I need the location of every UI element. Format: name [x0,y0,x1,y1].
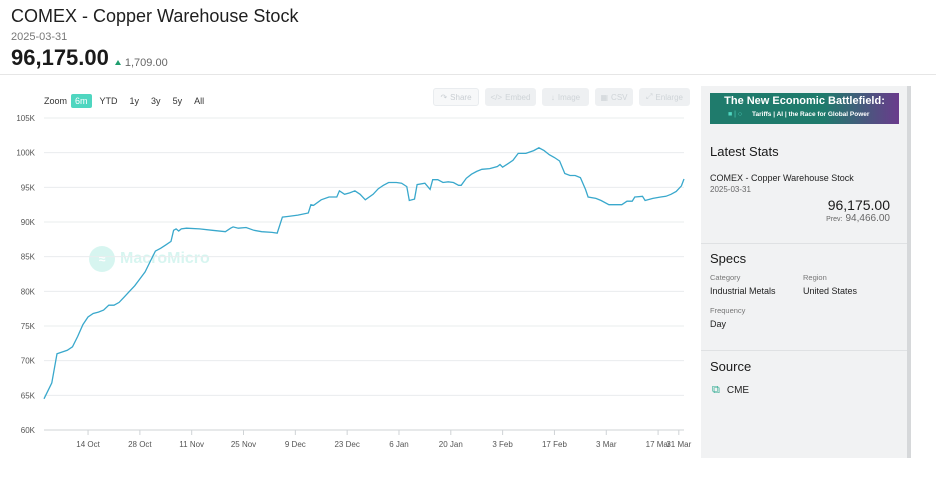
specs-title: Specs [710,251,747,266]
latest-stats-prev: Prev: 94,466.00 [826,213,890,224]
source-link[interactable]: ⧉ CME [712,384,749,397]
latest-value: 96,175.00 [11,45,109,70]
latest-stats-value: 96,175.00 [827,197,890,213]
y-tick-label: 100K [16,149,35,158]
zoom-5y-button[interactable]: 5y [172,96,183,106]
watermark-logo-icon: ≈ [89,246,115,272]
y-tick-label: 60K [21,426,36,435]
y-tick-label: 85K [21,253,36,262]
y-tick-label: 75K [21,322,36,331]
frequency-value: Day [710,319,727,329]
x-tick-label: 25 Nov [231,440,256,449]
watermark: ≈ MacroMicro [89,246,210,272]
x-tick-label: 20 Jan [439,440,463,449]
latest-value-row: 96,175.00 1,709.00 [11,45,168,71]
change-badge: 1,709.00 [114,56,168,69]
banner-icons: ■ | ○ [728,111,743,118]
y-tick-label: 95K [21,183,36,192]
divider [701,350,907,351]
x-tick-label: 11 Nov [179,440,204,449]
frequency-label: Frequency [710,306,746,315]
page-title: COMEX - Copper Warehouse Stock [11,6,299,26]
latest-date: 2025-03-31 [11,31,68,43]
chart-area: Zoom 6m YTD 1y 3y 5y All ↷ Share </> Emb… [0,76,700,476]
x-tick-label: 28 Oct [128,440,152,449]
change-value: 1,709.00 [124,56,168,69]
zoom-1y-button[interactable]: 1y [129,96,140,106]
x-tick-label: 17 Mar [646,440,671,449]
category-label: Category [710,273,741,282]
x-tick-label: 17 Feb [542,440,567,449]
up-arrow-icon [114,60,121,65]
zoom-all-button[interactable]: All [194,96,205,106]
banner-subtitle: Tariffs | AI | the Race for Global Power [752,111,870,118]
series-line [43,147,685,400]
x-tick-label: 14 Oct [76,440,100,449]
line-chart: 60K 65K 70K 75K 80K 85K 90K 95K 100K 105K 14 Oct 2… [16,114,692,449]
region-label: Region [803,273,827,282]
info-panel: The New Economic Battlefield: ■ | ○ Tari… [701,86,911,458]
region-value: United States [803,286,858,296]
y-tick-label: 80K [21,287,36,296]
zoom-ytd-button[interactable]: YTD [99,96,118,106]
promo-banner[interactable]: The New Economic Battlefield: ■ | ○ Tari… [710,93,899,124]
y-tick-label: 70K [21,357,36,366]
grid-lines [44,117,684,431]
x-tick-label: 6 Jan [389,440,409,449]
latest-stats-name: COMEX - Copper Warehouse Stock [710,173,854,183]
x-tick-label: 31 Mar [666,440,691,449]
csv-button[interactable]: ▦ CSV [595,88,633,106]
watermark-text: MacroMicro [120,250,210,267]
download-icon: ↓ [550,92,555,102]
zoom-3y-button[interactable]: 3y [151,96,161,106]
x-tick-label: 9 Dec [285,440,306,449]
x-tick-label: 3 Mar [596,440,617,449]
source-value: CME [726,385,750,396]
latest-stats-title: Latest Stats [710,144,779,159]
x-tick-label: 23 Dec [334,440,359,449]
y-tick-label: 65K [21,391,36,400]
latest-stats-date: 2025-03-31 [710,185,751,194]
zoom-label: Zoom [44,96,68,106]
enlarge-button[interactable]: ⤢ Enlarge [639,88,690,106]
csv-icon: ▦ [600,92,609,102]
share-icon: ↷ [440,92,448,102]
enlarge-icon: ⤢ [646,92,653,101]
zoom-6m-button[interactable]: 6m [71,94,92,108]
prev-label: Prev: [826,216,843,223]
divider [701,243,907,244]
zoom-selector: Zoom 6m YTD 1y 3y 5y All [44,94,212,108]
y-tick-label: 105K [16,114,35,123]
share-button[interactable]: ↷ Share [433,88,479,106]
source-title: Source [710,359,752,374]
prev-value: 94,466.00 [845,213,891,224]
banner-title: The New Economic Battlefield: [724,95,885,107]
image-button[interactable]: ↓ Image [542,88,589,106]
embed-button[interactable]: </> Embed [485,88,536,106]
embed-icon: </> [490,92,503,102]
external-link-icon: ⧉ [712,384,720,396]
x-tick-label: 3 Feb [492,440,513,449]
y-axis-ticks: 60K 65K 70K 75K 80K 85K 90K 95K 100K 105K [16,114,35,435]
x-axis-ticks: 14 Oct 28 Oct 11 Nov 25 Nov 9 Dec 23 Dec 6 Jan… [76,430,692,449]
page-header: COMEX - Copper Warehouse Stock 2025-03-3… [0,0,936,75]
category-value: Industrial Metals [710,286,776,296]
y-tick-label: 90K [21,218,36,227]
